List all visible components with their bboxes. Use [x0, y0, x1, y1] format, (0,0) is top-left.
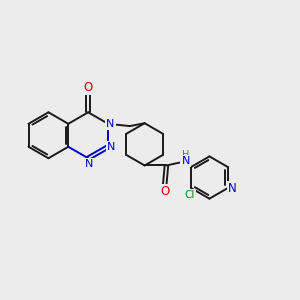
Text: O: O	[160, 185, 169, 198]
Text: N: N	[106, 119, 115, 129]
Text: Cl: Cl	[184, 190, 195, 200]
Text: O: O	[84, 81, 93, 94]
Text: H: H	[182, 150, 189, 160]
Text: N: N	[85, 158, 93, 169]
Text: N: N	[228, 182, 236, 195]
Text: N: N	[107, 142, 115, 152]
Text: N: N	[182, 156, 190, 166]
